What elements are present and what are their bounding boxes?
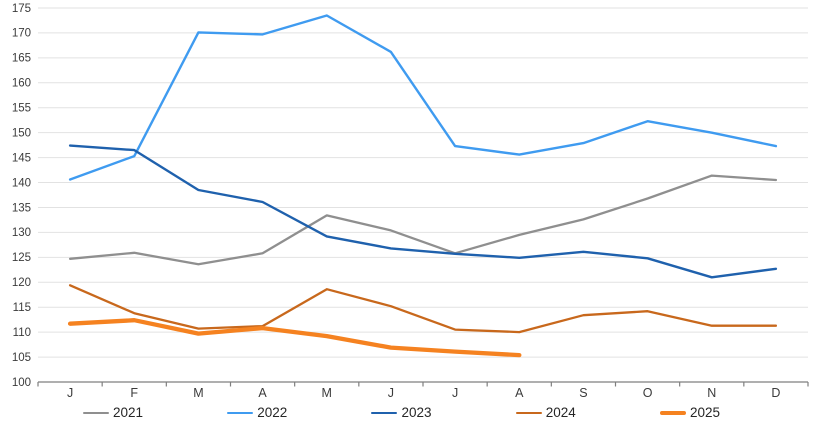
y-axis-label: 100 [12, 377, 31, 389]
legend-item-2024: 2024 [515, 405, 576, 421]
y-axis-label: 155 [12, 103, 31, 115]
series-line-2022 [68, 14, 778, 181]
y-axis-label: 130 [12, 227, 31, 239]
x-axis-label: J [67, 386, 73, 400]
legend-item-2023: 2023 [371, 405, 432, 421]
series-line-2023 [68, 144, 778, 279]
y-axis-label: 115 [13, 302, 31, 314]
x-axis-label: M [322, 386, 332, 400]
x-axis-label: J [452, 386, 458, 400]
x-axis-label: S [579, 386, 587, 400]
legend-label-2024: 2024 [545, 405, 576, 421]
y-axis-label: 150 [12, 127, 31, 139]
series-lines [67, 14, 778, 358]
series-line-2025 [67, 318, 522, 358]
y-axis-label: 120 [12, 277, 31, 289]
legend-swatch-2022-icon [227, 412, 254, 414]
legend-swatch-2024-icon [515, 412, 542, 414]
x-axis [37, 381, 809, 387]
y-axis-label: 160 [12, 78, 31, 90]
legend-item-2025: 2025 [659, 405, 720, 421]
y-axis-label: 170 [12, 28, 31, 40]
series-line-2024 [68, 284, 778, 334]
x-axis-label: D [771, 386, 780, 400]
gridlines [38, 7, 808, 358]
legend-swatch-2023-icon [371, 412, 398, 414]
y-axis-label: 145 [12, 152, 31, 164]
x-axis-label: N [707, 386, 716, 400]
y-axis-labels: 100 105 110 115 120 125 130 135 140 145 150 155 160 1… [12, 3, 31, 389]
legend-item-2021: 2021 [83, 406, 143, 420]
legend-label-2021: 2021 [113, 405, 144, 421]
y-axis-label: 140 [12, 177, 31, 189]
x-axis-label: F [130, 386, 138, 400]
x-axis-label: J [388, 386, 394, 400]
x-axis-label: M [193, 386, 203, 400]
y-axis-label: 175 [12, 3, 31, 15]
y-axis-label: 135 [12, 202, 31, 214]
y-axis-label: 110 [13, 327, 31, 339]
legend-item-2022: 2022 [227, 406, 287, 420]
series-line-2021 [68, 174, 778, 266]
x-axis-label: O [643, 386, 653, 400]
legend-swatch-2021-icon [83, 412, 109, 414]
legend-label-2023: 2023 [401, 405, 432, 421]
x-axis-label: A [258, 386, 267, 400]
legend-label-2025: 2025 [689, 405, 720, 421]
chart-legend: 2021 2022 2023 2024 2025 [83, 403, 720, 423]
y-axis-label: 165 [12, 53, 31, 65]
legend-swatch-2025-icon [659, 411, 686, 415]
y-axis-label: 125 [12, 252, 31, 264]
x-axis-label: A [515, 386, 524, 400]
y-axis-label: 105 [12, 352, 31, 364]
legend-label-2022: 2022 [257, 405, 288, 421]
